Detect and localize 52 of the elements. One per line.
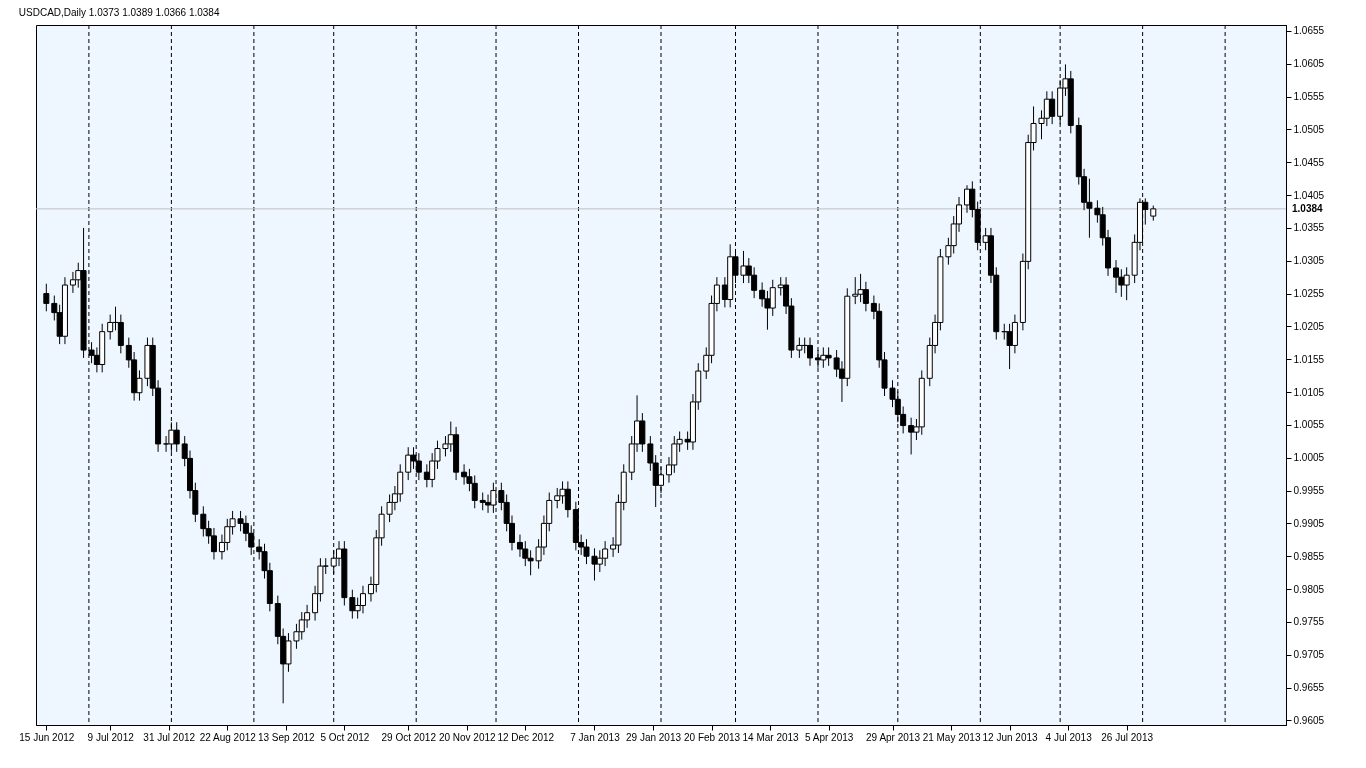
- candlestick: [69, 271, 76, 294]
- y-tick-label: 1.0505: [1293, 123, 1325, 135]
- candlestick: [117, 314, 124, 354]
- candlestick: [107, 314, 114, 341]
- y-tick-label: 0.9905: [1293, 517, 1325, 529]
- y-tick-label: 0.9605: [1293, 714, 1325, 726]
- x-tick-label: 31 Jul 2012: [143, 731, 196, 743]
- x-tick-label: 5 Oct 2012: [320, 731, 370, 743]
- x-tick-label: 29 Oct 2012: [381, 731, 437, 743]
- y-tick-label: 0.9955: [1293, 485, 1325, 497]
- y-tick-label: 0.9855: [1293, 550, 1325, 562]
- y-tick-label: 0.9805: [1293, 583, 1325, 595]
- y-tick-label: 0.9755: [1293, 616, 1325, 628]
- x-tick-label: 14 Mar 2013: [742, 731, 800, 743]
- y-tick-label: 1.0655: [1293, 25, 1325, 37]
- x-tick-label: 4 Jul 2013: [1045, 731, 1093, 743]
- x-tick-label: 12 Dec 2012: [497, 731, 555, 743]
- y-tick-label: 1.0555: [1293, 91, 1325, 103]
- x-tick-label: 20 Feb 2013: [683, 731, 741, 743]
- x-tick-label: 15 Jun 2012: [19, 731, 75, 743]
- y-tick-label: 1.0105: [1293, 386, 1325, 398]
- x-tick-label: 12 Jun 2013: [982, 731, 1039, 743]
- x-tick-label: 13 Sep 2012: [257, 731, 316, 743]
- y-tick-label: 0.9655: [1293, 682, 1325, 694]
- y-tick-label: 1.0355: [1293, 222, 1325, 234]
- x-tick-label: 29 Jan 2013: [625, 731, 682, 743]
- ref-line-label: 1.0384: [1292, 202, 1324, 214]
- candlestick: [1113, 259, 1120, 294]
- y-tick-label: 1.0055: [1293, 419, 1325, 431]
- candlestick: [759, 281, 766, 308]
- x-tick-label: 7 Jan 2013: [570, 731, 621, 743]
- y-tick-label: 1.0305: [1293, 255, 1325, 267]
- y-tick-label: 1.0255: [1293, 288, 1325, 300]
- y-tick-label: 1.0205: [1293, 320, 1325, 332]
- x-tick-label: 21 May 2013: [922, 731, 981, 743]
- x-tick-label: 29 Apr 2013: [866, 731, 921, 743]
- y-tick-label: 1.0455: [1293, 156, 1325, 168]
- candlestick: [852, 276, 859, 305]
- x-tick-label: 20 Nov 2012: [438, 731, 497, 743]
- candlestick: [43, 283, 50, 312]
- chart-title: USDCAD,Daily 1.0373 1.0389 1.0366 1.0384: [18, 7, 220, 19]
- y-tick-label: 1.0405: [1293, 189, 1325, 201]
- y-tick-label: 0.9705: [1293, 649, 1325, 661]
- y-tick-label: 1.0155: [1293, 353, 1325, 365]
- x-tick-label: 22 Aug 2012: [199, 731, 257, 743]
- x-tick-label: 5 Apr 2013: [804, 731, 854, 743]
- x-tick-label: 26 Jul 2013: [1101, 731, 1154, 743]
- candlestick: [359, 585, 366, 614]
- candlestick: [554, 487, 561, 509]
- y-tick-label: 1.0605: [1293, 58, 1325, 70]
- y-tick-label: 1.0005: [1293, 452, 1325, 464]
- x-tick-label: 9 Jul 2012: [87, 731, 135, 743]
